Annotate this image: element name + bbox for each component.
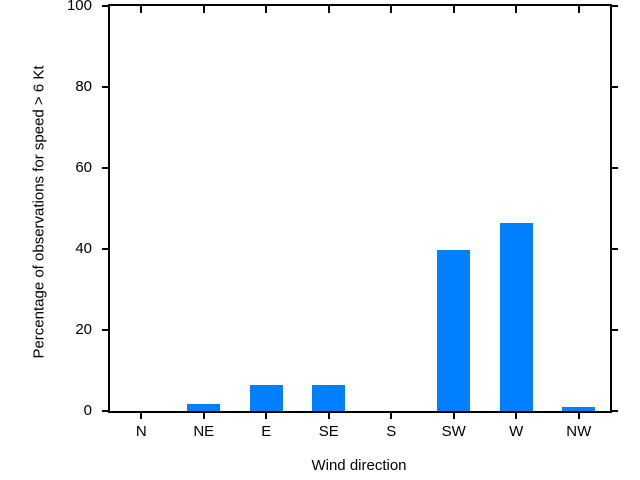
bar-sw: [437, 250, 471, 411]
bar-nw: [562, 407, 596, 411]
x-tick-label-s: S: [386, 423, 397, 440]
x-tick-top-s: [390, 6, 393, 13]
x-tick-top-se: [327, 6, 330, 13]
y-tick-right-80: [612, 86, 618, 88]
x-tick-bottom-nw: [577, 413, 580, 419]
x-tick-bottom-ne: [202, 413, 205, 419]
bar-se: [312, 385, 346, 411]
x-tick-bottom-w: [515, 413, 518, 419]
y-tick-label-80: 80: [75, 78, 92, 96]
x-tick-bottom-s: [390, 413, 393, 419]
x-tick-top-ne: [202, 6, 205, 13]
y-tick-right-60: [612, 167, 618, 169]
x-tick-label-n: N: [135, 423, 147, 440]
x-tick-top-e: [265, 6, 268, 13]
x-axis-label: Wind direction: [311, 457, 407, 474]
x-tick-bottom-e: [265, 413, 268, 419]
x-tick-label-ne: NE: [193, 423, 215, 440]
x-tick-bottom-se: [327, 413, 330, 419]
y-axis-label: Percentage of observations for speed > 6…: [30, 65, 48, 359]
y-tick-left-100: [102, 5, 108, 7]
plot-area: [108, 4, 612, 413]
y-tick-left-0: [102, 410, 108, 412]
y-tick-label-100: 100: [66, 0, 92, 15]
x-tick-label-e: E: [261, 423, 272, 440]
y-tick-left-80: [102, 86, 108, 88]
y-tick-left-40: [102, 248, 108, 250]
x-tick-bottom-n: [140, 413, 143, 419]
y-tick-right-20: [612, 329, 618, 331]
x-tick-top-w: [515, 6, 518, 13]
y-tick-label-60: 60: [75, 159, 92, 177]
y-tick-right-0: [612, 410, 618, 412]
y-tick-label-0: 0: [83, 402, 92, 420]
x-tick-label-se: SE: [318, 423, 339, 440]
y-tick-left-20: [102, 329, 108, 331]
x-tick-top-sw: [452, 6, 455, 13]
y-tick-right-40: [612, 248, 618, 250]
x-tick-top-nw: [577, 6, 580, 13]
x-tick-label-w: W: [509, 423, 524, 440]
x-tick-bottom-sw: [452, 413, 455, 419]
bar-w: [499, 223, 533, 411]
bar-ne: [187, 404, 221, 411]
y-tick-right-100: [612, 5, 618, 7]
y-tick-label-20: 20: [75, 321, 92, 339]
x-tick-label-sw: SW: [441, 423, 466, 440]
y-tick-label-40: 40: [75, 240, 92, 258]
bar-e: [249, 385, 283, 411]
y-tick-left-60: [102, 167, 108, 169]
x-tick-label-nw: NW: [566, 423, 592, 440]
x-tick-top-n: [140, 6, 143, 13]
